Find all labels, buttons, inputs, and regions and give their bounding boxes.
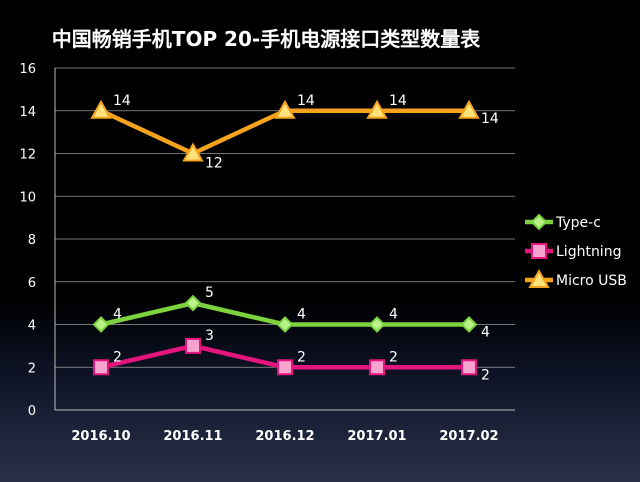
data-label: 2 xyxy=(481,367,490,383)
x-tick-label: 2016.10 xyxy=(71,429,130,444)
x-tick-label: 2017.02 xyxy=(439,429,498,444)
data-labels: 4 5 4 4 4 2 3 2 2 2 14 12 14 14 14 xyxy=(113,93,499,384)
data-point xyxy=(274,99,296,119)
data-label: 5 xyxy=(205,285,214,301)
data-point xyxy=(276,316,294,333)
gridlines xyxy=(55,67,515,368)
data-point xyxy=(366,99,388,119)
axes: 0 2 4 6 8 10 12 14 16 2016.10 2016.11 2016.12 2017.0… xyxy=(19,62,515,444)
x-tick-label: 2017.01 xyxy=(347,429,406,444)
data-label: 4 xyxy=(297,307,306,323)
data-label: 14 xyxy=(481,111,499,127)
data-point xyxy=(184,294,202,312)
data-label: 3 xyxy=(205,328,214,344)
x-tick-label: 2016.11 xyxy=(163,429,222,444)
data-label: 2 xyxy=(297,349,306,365)
data-label: 4 xyxy=(113,307,122,323)
data-point xyxy=(92,316,110,333)
data-point xyxy=(530,213,548,231)
data-point xyxy=(90,99,112,119)
y-tick-label: 12 xyxy=(19,148,36,163)
data-label: 14 xyxy=(113,93,131,109)
y-tick-label: 8 xyxy=(28,233,36,248)
data-point xyxy=(277,359,293,376)
data-point xyxy=(369,359,385,376)
x-tick-label: 2016.12 xyxy=(255,429,314,444)
legend: Type-c Lightning Micro USB xyxy=(525,213,627,289)
data-label: 12 xyxy=(205,156,223,172)
data-point xyxy=(185,337,201,354)
y-tick-label: 10 xyxy=(19,190,36,205)
data-point xyxy=(182,142,204,162)
chart-title: 中国畅销手机TOP 20-手机电源接口类型数量表 xyxy=(52,27,481,51)
data-point xyxy=(528,268,550,288)
y-tick-label: 16 xyxy=(19,62,36,77)
data-label: 14 xyxy=(389,93,407,109)
y-tick-label: 0 xyxy=(28,404,36,419)
y-tick-label: 4 xyxy=(28,319,36,334)
data-label: 4 xyxy=(481,325,490,341)
data-label: 2 xyxy=(389,349,398,365)
y-tick-label: 2 xyxy=(28,361,36,376)
legend-label: Type-c xyxy=(555,215,601,231)
data-point xyxy=(93,359,109,376)
legend-label: Micro USB xyxy=(556,273,627,289)
data-point xyxy=(460,316,478,333)
data-label: 2 xyxy=(113,349,122,365)
legend-label: Lightning xyxy=(556,244,621,260)
data-point xyxy=(368,316,386,333)
data-point xyxy=(461,359,477,376)
data-label: 4 xyxy=(389,307,398,323)
data-point xyxy=(531,243,547,259)
data-point xyxy=(458,99,480,119)
series-lines xyxy=(90,99,480,376)
y-tick-label: 14 xyxy=(19,105,36,120)
y-tick-label: 6 xyxy=(28,276,36,291)
data-label: 14 xyxy=(297,93,315,109)
